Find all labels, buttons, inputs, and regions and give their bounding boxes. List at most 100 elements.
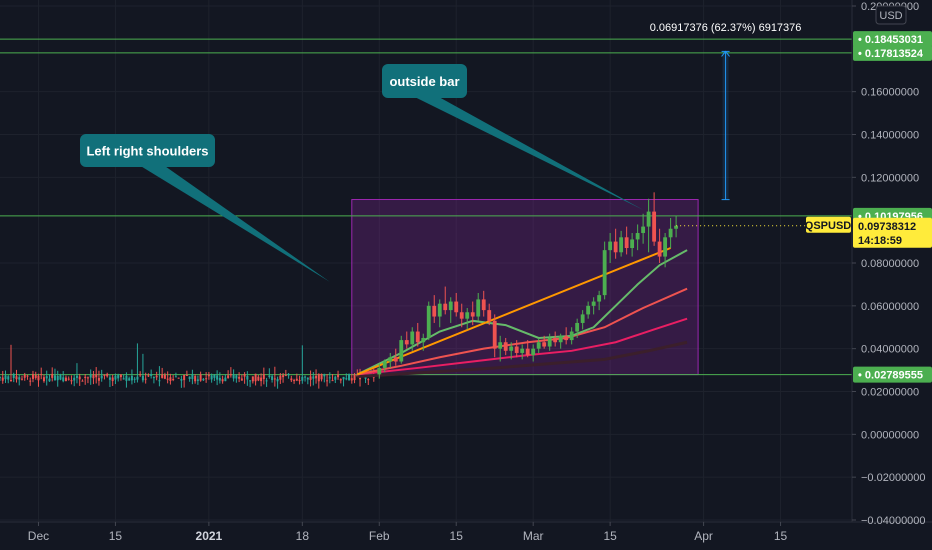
xtick-label: Feb	[369, 529, 390, 543]
candle-body	[84, 376, 87, 379]
candle-body	[437, 303, 442, 317]
candle-body	[476, 299, 481, 317]
candle-body	[117, 375, 120, 379]
candle-body	[367, 379, 370, 381]
candle-body	[260, 377, 263, 382]
level-price-label: • 0.18453031	[858, 34, 923, 46]
candle-body	[443, 303, 448, 311]
candle-body	[304, 376, 307, 378]
candle-body	[328, 377, 331, 379]
candle-body	[293, 380, 296, 382]
candle-body	[345, 378, 348, 380]
last-price-tag	[853, 217, 932, 248]
candle-body	[199, 374, 202, 381]
candle-body	[487, 310, 492, 321]
candle-body	[553, 337, 558, 343]
candle-body	[542, 342, 547, 347]
candle-body	[254, 373, 257, 382]
symbol-label: QSPUSD	[805, 220, 852, 232]
last-price-label: 0.09738312	[858, 221, 916, 233]
candle-body	[78, 376, 81, 380]
candle-body	[525, 348, 530, 356]
candle-body	[232, 374, 235, 379]
xtick-label: Mar	[523, 529, 544, 543]
candle-body	[630, 239, 635, 249]
candle-body	[597, 295, 602, 302]
candle-body	[0, 377, 1, 379]
candle-body	[492, 320, 497, 349]
candle-body	[128, 378, 131, 381]
ytick-label: 0.16000000	[861, 87, 919, 99]
candle-body	[306, 377, 309, 380]
ytick-label: 0.08000000	[861, 258, 919, 270]
candle-body	[339, 379, 342, 381]
price-tags: • 0.18453031• 0.17813524• 0.10197956• 0.…	[676, 31, 932, 383]
candle-body	[125, 375, 128, 381]
ytick-label: 0.02000000	[861, 387, 919, 399]
ytick-label: −0.02000000	[861, 472, 926, 484]
callout-box	[382, 64, 467, 98]
candle-body	[67, 378, 70, 380]
candle-body	[580, 314, 585, 323]
time-axis[interactable]: Dec 15 2021 18 Feb 15 Mar 15 Apr 15	[28, 522, 788, 543]
candle-body	[4, 375, 7, 380]
xtick-label: 15	[603, 529, 617, 543]
candle-body	[191, 374, 194, 380]
annotations[interactable]: Left right shoulders outside bar	[80, 64, 644, 282]
candle-body	[23, 374, 26, 378]
xtick-label: Apr	[694, 529, 713, 543]
candle-body	[172, 379, 175, 381]
candle-body	[404, 340, 409, 345]
candle-body	[674, 225, 679, 229]
candle-body	[100, 375, 103, 379]
candle-body	[235, 375, 238, 379]
candle-body	[350, 378, 353, 381]
candle-body	[147, 375, 150, 377]
candle-body	[509, 346, 514, 351]
candle-body	[663, 237, 668, 257]
xtick-label: 18	[296, 529, 310, 543]
candle-body	[73, 377, 76, 381]
range-box[interactable]	[351, 199, 699, 376]
callout-label: outside bar	[389, 74, 459, 89]
candle-body	[150, 374, 153, 377]
candle-body	[257, 376, 260, 381]
candle-body	[421, 337, 426, 343]
xtick-label: 15	[450, 529, 464, 543]
ytick-label: 0.00000000	[861, 429, 919, 441]
candle-body	[262, 374, 265, 380]
callout-pointer	[416, 98, 644, 210]
candle-body	[514, 346, 519, 353]
candle-body	[196, 379, 199, 381]
candle-body	[114, 375, 117, 380]
candle-body	[161, 374, 164, 378]
candle-body	[317, 373, 320, 382]
pre-breakout-candles	[0, 343, 375, 389]
candle-body	[635, 233, 640, 240]
candle-body	[323, 374, 326, 377]
candle-body	[1, 377, 4, 381]
currency-button[interactable]: USD	[875, 5, 907, 25]
candle-body	[180, 379, 183, 381]
measure-tool[interactable]: 0.06917376 (62.37%) 6917376	[650, 22, 802, 201]
candle-body	[624, 237, 629, 249]
candle-body	[111, 377, 114, 382]
candle-body	[92, 374, 95, 379]
callout-label: Left right shoulders	[86, 144, 208, 159]
candle-body	[547, 337, 552, 347]
candle-body	[81, 380, 84, 382]
countdown-label: 14:18:59	[858, 235, 902, 247]
candle-body	[37, 375, 40, 381]
candle-body	[18, 377, 21, 380]
callout-box	[80, 134, 215, 167]
candle-body	[388, 357, 393, 362]
trend-line[interactable]	[356, 247, 671, 376]
candle-body	[169, 377, 172, 381]
candle-body	[158, 380, 161, 382]
candle-body	[282, 375, 285, 378]
candle-body	[194, 376, 197, 382]
candle-body	[130, 375, 133, 381]
candle-body	[177, 377, 180, 379]
candle-body	[382, 361, 387, 368]
